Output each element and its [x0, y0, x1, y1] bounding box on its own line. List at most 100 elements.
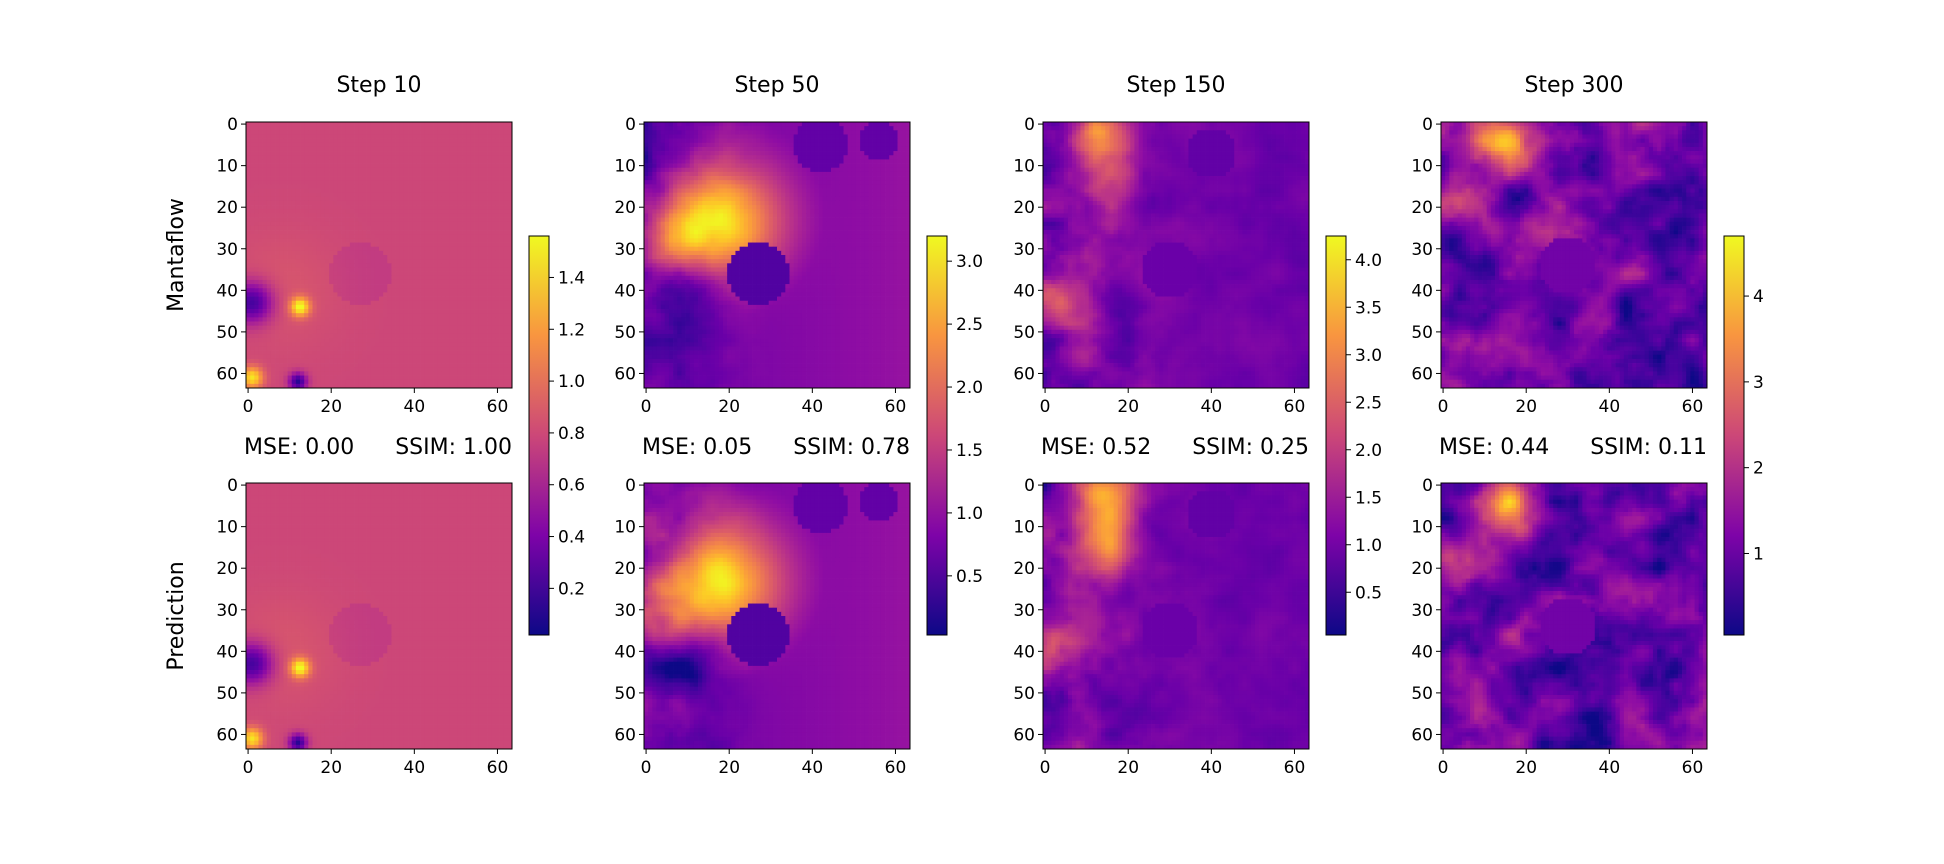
heatmap-cell: [316, 275, 322, 281]
heatmap-cell: [499, 151, 505, 156]
heatmap-cell: [424, 524, 430, 530]
heatmap-cell: [316, 338, 322, 343]
heatmap-cell: [383, 363, 388, 368]
heatmap-cell: [433, 213, 438, 218]
heatmap-cell: [399, 180, 405, 185]
heatmap-cell: [457, 503, 463, 509]
heatmap-cell: [316, 159, 322, 164]
heatmap-cell: [408, 346, 413, 351]
heatmap-cell: [470, 363, 475, 368]
heatmap-cell: [266, 309, 272, 314]
heatmap-cell: [362, 333, 367, 339]
heatmap-cell: [370, 134, 376, 139]
heatmap-cell: [254, 503, 259, 509]
heatmap-cell: [395, 213, 401, 218]
heatmap-cell: [291, 321, 297, 327]
heatmap-cell: [275, 200, 280, 206]
heatmap-cell: [395, 288, 401, 293]
heatmap-cell: [507, 217, 513, 223]
heatmap-cell: [349, 146, 355, 152]
heatmap-cell: [445, 503, 451, 509]
heatmap-cell: [312, 346, 318, 351]
heatmap-cell: [445, 196, 451, 202]
heatmap-cell: [391, 134, 396, 139]
heatmap-cell: [403, 350, 409, 356]
heatmap-cell: [308, 200, 313, 206]
heatmap-cell: [499, 275, 505, 281]
heatmap-cell: [424, 238, 430, 243]
heatmap-cell: [300, 271, 305, 277]
heatmap-cell: [445, 225, 451, 231]
heatmap-cell: [354, 234, 359, 239]
heatmap-cell: [507, 142, 513, 148]
heatmap-cell: [491, 321, 496, 327]
heatmap-cell: [503, 350, 509, 356]
heatmap-cell: [457, 292, 463, 297]
heatmap-cell: [362, 537, 367, 542]
heatmap-cell: [470, 512, 475, 517]
heatmap-cell: [366, 528, 372, 534]
heatmap-cell: [453, 275, 459, 281]
heatmap-cell: [441, 267, 446, 272]
heatmap-cell: [341, 516, 347, 521]
heatmap-cell: [324, 126, 330, 131]
heatmap-cell: [295, 250, 301, 256]
heatmap-cell: [420, 329, 426, 335]
heatmap-cell: [308, 354, 313, 360]
heatmap-cell: [495, 263, 500, 268]
heatmap-cell: [324, 225, 330, 231]
heatmap-cell: [337, 200, 342, 206]
heatmap-cell: [445, 255, 451, 260]
heatmap-cell: [279, 180, 284, 185]
heatmap-cell: [395, 259, 401, 264]
heatmap-cell: [416, 163, 421, 169]
heatmap-cell: [370, 151, 376, 156]
heatmap-cell: [428, 325, 434, 331]
heatmap-cell: [453, 367, 459, 372]
heatmap-cell: [433, 371, 438, 376]
heatmap-cell: [391, 292, 396, 297]
heatmap-cell: [457, 499, 463, 505]
heatmap-cell: [291, 292, 297, 297]
heatmap-cell: [316, 259, 322, 264]
heatmap-cell: [374, 171, 380, 177]
heatmap-cell: [424, 242, 430, 248]
heatmap-cell: [478, 333, 484, 339]
heatmap-cell: [482, 375, 488, 381]
heatmap-cell: [383, 225, 388, 231]
heatmap-cell: [300, 146, 305, 152]
heatmap-cell: [433, 383, 438, 389]
heatmap-cell: [312, 329, 318, 335]
heatmap-cell: [445, 267, 451, 272]
heatmap-cell: [283, 167, 288, 173]
heatmap-cell: [379, 520, 384, 525]
heatmap-cell: [349, 342, 355, 347]
heatmap-cell: [379, 329, 384, 335]
heatmap-cell: [416, 192, 421, 198]
heatmap-cell: [366, 200, 372, 206]
heatmap-cell: [254, 259, 259, 264]
heatmap-cell: [345, 151, 351, 156]
heatmap-cell: [316, 246, 322, 252]
heatmap-cell: [491, 309, 496, 314]
heatmap-cell: [466, 483, 471, 488]
heatmap-cell: [333, 184, 338, 189]
heatmap-cell: [266, 304, 272, 310]
heatmap-cell: [287, 300, 293, 306]
heatmap-cell: [333, 230, 338, 235]
heatmap-cell: [291, 196, 297, 202]
heatmap-cell: [258, 507, 263, 513]
heatmap-cell: [287, 196, 293, 202]
heatmap-cell: [383, 487, 388, 492]
heatmap-cell: [341, 321, 347, 327]
heatmap-cell: [337, 230, 342, 235]
heatmap-cell: [279, 520, 284, 525]
heatmap-cell: [499, 192, 505, 198]
heatmap-cell: [478, 499, 484, 505]
heatmap-cell: [300, 167, 305, 173]
heatmap-cell: [507, 333, 513, 339]
heatmap-cell: [349, 491, 355, 496]
heatmap-cell: [507, 192, 513, 198]
heatmap-cell: [270, 342, 276, 347]
heatmap-cell: [428, 338, 434, 343]
